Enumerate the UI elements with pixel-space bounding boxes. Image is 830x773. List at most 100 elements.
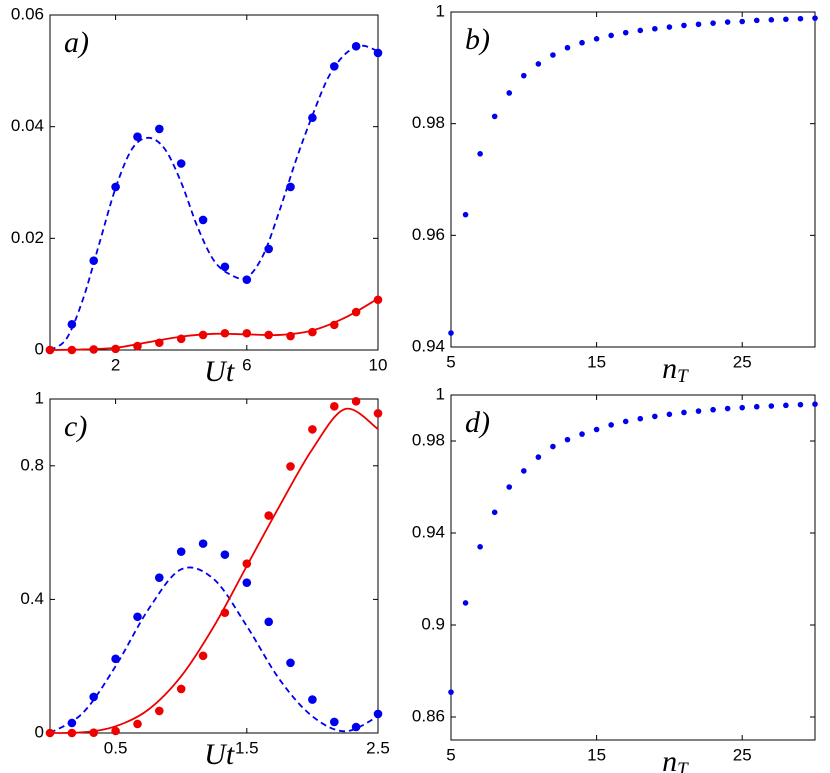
panel-label: d) xyxy=(465,406,490,439)
x-tick-label: 15 xyxy=(587,352,606,371)
x-tick-label: 1.5 xyxy=(235,738,259,757)
y-tick-label: 0.02 xyxy=(11,228,44,247)
data-point xyxy=(564,436,571,443)
x-tick-label: 25 xyxy=(733,745,752,764)
data-point xyxy=(198,215,208,225)
x-tick-label: 5 xyxy=(446,352,455,371)
data-point xyxy=(739,18,745,25)
data-point xyxy=(550,443,556,450)
data-point xyxy=(89,728,98,737)
data-point xyxy=(308,695,317,704)
data-point xyxy=(724,405,731,412)
x-axis-label: Ut xyxy=(204,355,235,388)
x-axis-label-main: Ut xyxy=(204,738,235,771)
x-axis-label-main: n xyxy=(662,352,677,385)
data-point xyxy=(753,17,760,24)
data-point xyxy=(373,409,383,418)
data-point xyxy=(462,600,469,606)
data-point xyxy=(622,29,629,36)
data-point xyxy=(462,211,469,218)
data-point xyxy=(564,44,571,51)
data-point xyxy=(753,403,760,410)
data-point xyxy=(448,689,454,695)
x-axis-label: nT xyxy=(662,745,689,773)
y-tick-label: 1 xyxy=(436,384,445,403)
panel-label: c) xyxy=(64,410,87,443)
y-tick-label: 0.8 xyxy=(20,455,44,474)
data-point xyxy=(710,406,716,413)
data-point xyxy=(198,651,208,661)
data-point xyxy=(506,484,513,490)
x-tick-label: 10 xyxy=(369,355,388,374)
data-point xyxy=(622,418,629,425)
data-point xyxy=(264,244,273,254)
x-axis-label-subscript: T xyxy=(677,759,689,773)
data-point xyxy=(535,454,542,460)
data-point xyxy=(695,21,702,28)
data-point xyxy=(89,692,98,702)
y-tick-label: 1 xyxy=(436,1,445,20)
panel: 0 0.02 0.04 0.06 2 6 10 a) Ut xyxy=(11,4,388,387)
data-point xyxy=(783,16,789,23)
data-point xyxy=(535,61,542,67)
data-point xyxy=(666,24,673,30)
data-point xyxy=(242,328,252,338)
y-tick-label: 0.98 xyxy=(412,113,445,132)
x-axis-label-main: n xyxy=(662,745,677,773)
x-tick-label: 2.5 xyxy=(366,738,390,757)
data-point xyxy=(491,113,498,120)
x-tick-label: 6 xyxy=(242,355,251,374)
data-point xyxy=(176,684,186,694)
y-tick-label: 0.86 xyxy=(412,706,445,725)
data-point xyxy=(681,22,687,29)
data-point xyxy=(768,17,775,23)
data-point xyxy=(351,397,361,406)
y-tick-label: 0.94 xyxy=(412,336,445,355)
data-point xyxy=(739,404,745,411)
dashed-curve xyxy=(49,566,379,734)
data-point xyxy=(286,182,295,192)
x-tick-label: 15 xyxy=(587,745,606,764)
data-point xyxy=(724,19,731,25)
plot-frame xyxy=(49,14,379,351)
panel-label: a) xyxy=(64,26,89,59)
data-point xyxy=(593,36,600,42)
data-point xyxy=(491,509,498,516)
data-point xyxy=(579,39,585,46)
data-point xyxy=(652,413,658,420)
data-point xyxy=(652,25,658,32)
data-point xyxy=(550,52,556,58)
x-tick-label: 0.5 xyxy=(104,738,128,757)
data-point xyxy=(681,409,687,416)
y-tick-label: 0.9 xyxy=(421,614,445,633)
data-point xyxy=(286,658,295,668)
data-point xyxy=(264,511,274,520)
y-tick-label: 0.06 xyxy=(11,4,44,23)
data-point xyxy=(477,544,483,550)
x-tick-label: 2 xyxy=(111,355,120,374)
y-tick-label: 0 xyxy=(35,722,44,741)
dashed-curve xyxy=(49,44,379,351)
data-point xyxy=(220,550,230,559)
data-point xyxy=(637,415,644,422)
y-tick-label: 0.96 xyxy=(412,225,445,244)
data-point xyxy=(67,718,77,728)
data-point xyxy=(797,15,804,22)
data-point xyxy=(593,426,600,433)
data-point xyxy=(477,151,483,157)
y-tick-label: 0.4 xyxy=(20,589,44,608)
data-point xyxy=(133,612,142,622)
data-point xyxy=(330,402,339,411)
data-point xyxy=(286,462,295,471)
data-point xyxy=(308,425,317,434)
x-axis-label: Ut xyxy=(204,738,235,771)
solid-curve xyxy=(49,407,379,734)
x-axis-label-subscript: T xyxy=(677,366,689,387)
data-point xyxy=(812,401,818,408)
data-point xyxy=(608,32,614,39)
data-point xyxy=(448,330,454,336)
data-point xyxy=(264,617,274,627)
